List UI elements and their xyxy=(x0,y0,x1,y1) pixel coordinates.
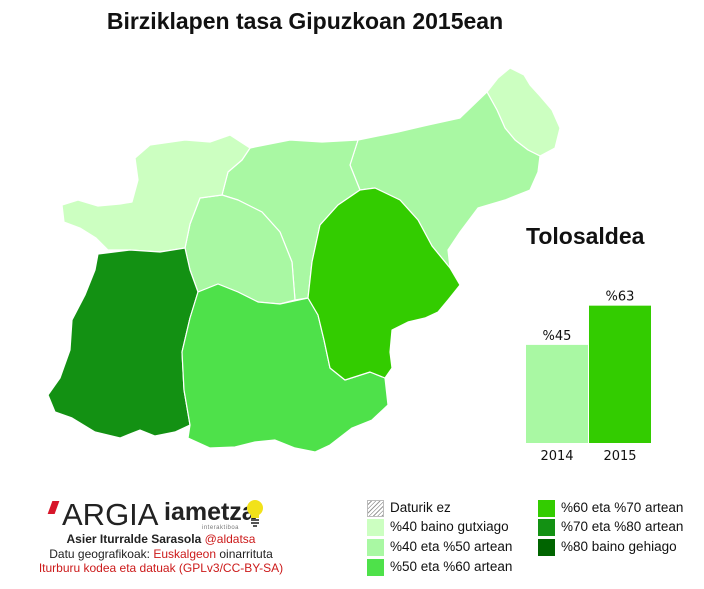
legend-swatch xyxy=(367,519,384,536)
legend-swatch xyxy=(538,539,555,556)
euskalgeo-link[interactable]: Euskalgeon xyxy=(153,546,217,561)
region-chart-title: Tolosaldea xyxy=(526,223,645,249)
x-tick-label: 2015 xyxy=(603,449,636,464)
bar-2015 xyxy=(589,305,651,443)
legend-swatch xyxy=(538,500,555,517)
x-tick-label: 2014 xyxy=(540,449,573,464)
region-south[interactable] xyxy=(181,283,389,453)
author-name: Asier Iturralde Sarasola xyxy=(66,532,202,546)
legend-swatch xyxy=(538,519,555,536)
argia-logo: ARGIA xyxy=(47,497,158,533)
credits: Asier Iturralde Sarasola @aldatsa Datu g… xyxy=(38,532,284,575)
legend-swatch xyxy=(367,539,384,556)
bar-value-label: %63 xyxy=(606,290,635,305)
bar-2014 xyxy=(526,344,588,443)
legend-swatch xyxy=(367,559,384,576)
region-southwest[interactable] xyxy=(47,247,199,439)
region-west-coast[interactable] xyxy=(61,134,251,253)
region-tolosaldea[interactable] xyxy=(307,187,461,381)
source-code-link[interactable]: Iturburu kodea eta datuak (GPLv3/CC-BY-S… xyxy=(38,561,284,575)
hatch-swatch xyxy=(367,500,384,517)
iametza-logo: iametza interaktiboa xyxy=(164,498,256,531)
page-title: Birziklapen tasa Gipuzkoan 2015ean xyxy=(106,8,504,34)
lightbulb-icon xyxy=(247,500,263,527)
bar-value-label: %45 xyxy=(543,329,572,344)
author-handle-link[interactable]: @aldatsa xyxy=(204,532,256,546)
